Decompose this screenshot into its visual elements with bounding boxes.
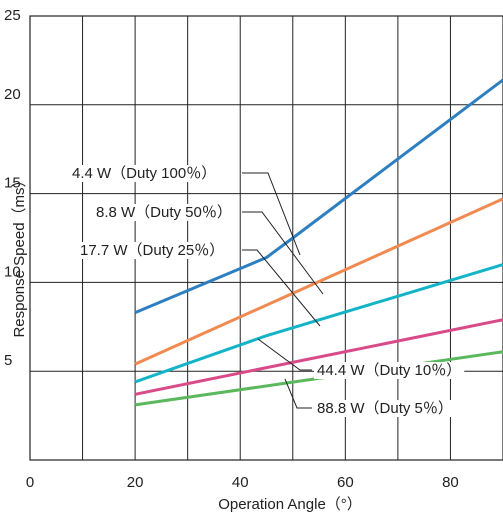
series-label-3: 17.7 W（Duty 25％） <box>80 242 224 259</box>
series-label-bg <box>314 400 456 417</box>
leader-line <box>284 378 312 409</box>
y-tick-label: 20 <box>4 86 21 103</box>
y-tick-label: 10 <box>4 263 21 280</box>
leader-line <box>242 211 324 295</box>
series-label-bg <box>69 165 220 182</box>
x-tick-label: 80 <box>442 474 459 491</box>
series-line-2 <box>134 197 503 366</box>
leader-line <box>242 249 321 327</box>
y-tick-label: 15 <box>4 175 21 192</box>
series-label-2: 8.8 W（Duty 50％） <box>96 204 232 221</box>
leader-line <box>257 338 312 371</box>
series-line-1 <box>134 78 503 314</box>
x-tick-label: 20 <box>127 474 144 491</box>
y-tick-label: 25 <box>4 7 21 24</box>
series-line-3 <box>134 263 503 384</box>
x-tick-label: 40 <box>232 474 249 491</box>
series-label-bg <box>93 204 235 221</box>
series-label-4: 44.4 W（Duty 10％） <box>317 362 461 379</box>
x-tick-label: 60 <box>337 474 354 491</box>
series-labels: 4.4 W（Duty 100％） 8.8 W（Duty 50％） 17.7 W（Du… <box>69 165 465 417</box>
tick-labels: 0 20 40 60 80 5 10 15 20 25 <box>4 7 459 491</box>
y-tick-label: 5 <box>4 352 12 369</box>
series-label-bg <box>77 242 228 259</box>
series-label-1: 4.4 W（Duty 100％） <box>72 165 216 182</box>
x-axis-title: Operation Angle（°） <box>218 496 362 513</box>
series-label-5: 88.8 W（Duty 5％） <box>317 400 453 417</box>
series-line-4 <box>134 318 503 396</box>
leader-line <box>242 172 301 256</box>
label-leaders <box>242 172 324 409</box>
series-label-bg <box>314 362 465 379</box>
x-tick-label: 0 <box>26 474 34 491</box>
plot-frame <box>29 15 503 461</box>
y-axis-title: Response Speed（ms） <box>11 172 28 337</box>
grid <box>30 16 503 460</box>
